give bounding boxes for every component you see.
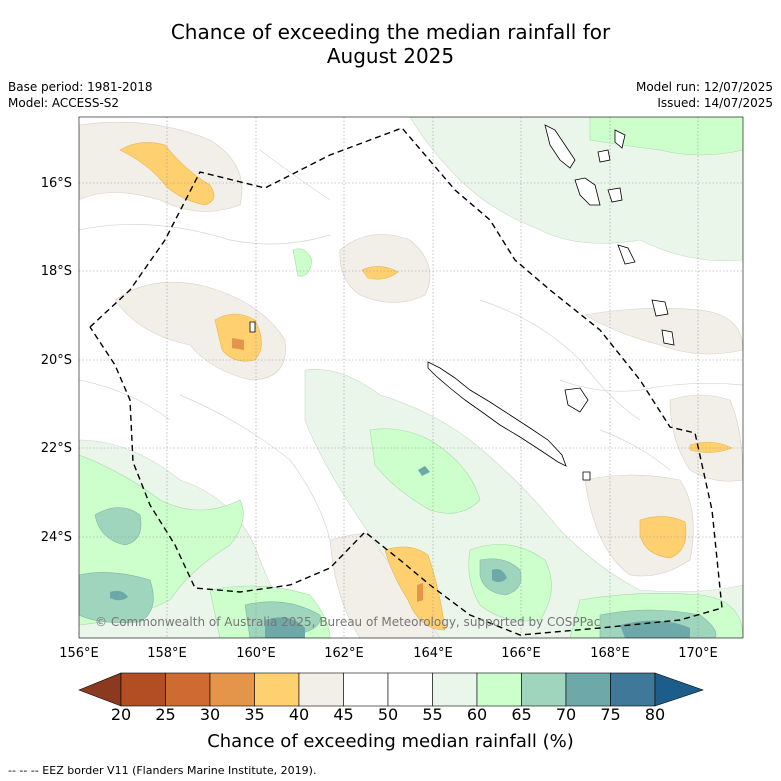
- colorbar-tick: 50: [368, 705, 408, 724]
- colorbar-tick: 35: [235, 705, 275, 724]
- lon-label: 158°E: [137, 646, 197, 661]
- lat-label: 20°S: [30, 353, 72, 368]
- colorbar-tick: 25: [146, 705, 186, 724]
- eez-footnote: -- -- -- EEZ border V11 (Flanders Marine…: [8, 764, 316, 777]
- lat-label: 24°S: [30, 530, 72, 545]
- colorbar-tick: 80: [635, 705, 675, 724]
- colorbar: [79, 673, 703, 706]
- colorbar-tick: 60: [457, 705, 497, 724]
- colorbar-tick: 40: [279, 705, 319, 724]
- colorbar-tick: 70: [546, 705, 586, 724]
- lat-label: 18°S: [30, 264, 72, 279]
- lon-label: 166°E: [491, 646, 551, 661]
- lon-label: 164°E: [403, 646, 463, 661]
- copyright-notice: © Commonwealth of Australia 2025, Bureau…: [95, 615, 600, 629]
- lon-label: 162°E: [314, 646, 374, 661]
- lat-label: 22°S: [30, 441, 72, 456]
- colorbar-tick: 45: [324, 705, 364, 724]
- colorbar-tick: 30: [190, 705, 230, 724]
- colorbar-title: Chance of exceeding median rainfall (%): [0, 731, 781, 752]
- colorbar-tick: 20: [101, 705, 141, 724]
- colorbar-tick: 65: [502, 705, 542, 724]
- colorbar-low-arrow: [79, 673, 121, 706]
- lon-label: 156°E: [49, 646, 109, 661]
- map-canvas: [0, 0, 781, 781]
- lon-label: 168°E: [580, 646, 640, 661]
- probability-field: [79, 117, 743, 638]
- colorbar-high-arrow: [655, 673, 703, 706]
- lon-label: 160°E: [226, 646, 286, 661]
- lat-label: 16°S: [30, 176, 72, 191]
- lon-label: 170°E: [668, 646, 728, 661]
- colorbar-tick: 55: [413, 705, 453, 724]
- colorbar-tick: 75: [591, 705, 631, 724]
